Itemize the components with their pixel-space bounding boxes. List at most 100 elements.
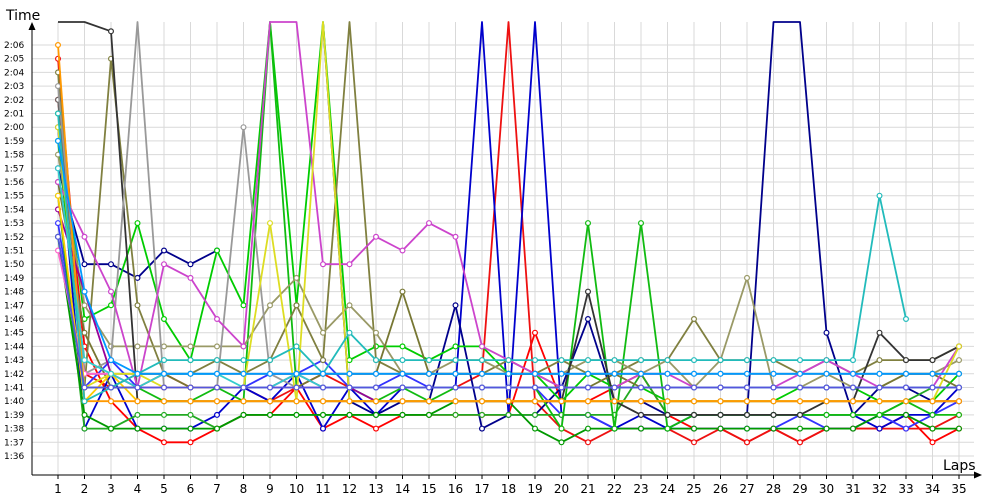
- data-point: [558, 439, 565, 446]
- data-point: [479, 411, 486, 418]
- data-point: [320, 411, 327, 418]
- data-point: [187, 439, 194, 446]
- data-point: [240, 370, 247, 377]
- data-point: [876, 425, 883, 432]
- data-point: [161, 370, 168, 377]
- data-point: [134, 220, 141, 227]
- tick-labels: 1:36 1:37 1:38 1:39 1:40 1:41 1:42 1:43 1:44 1:45…: [4, 41, 967, 496]
- y-tick-label: 1:53: [4, 219, 24, 229]
- data-point: [690, 398, 697, 405]
- data-point: [664, 398, 671, 405]
- data-point: [584, 288, 591, 295]
- x-tick-label: 15: [421, 482, 436, 496]
- data-point: [611, 398, 618, 405]
- data-point: [531, 357, 538, 364]
- data-point: [187, 343, 194, 350]
- data-point: [584, 425, 591, 432]
- data-point: [664, 425, 671, 432]
- y-tick-label: 1:49: [4, 274, 24, 284]
- data-point: [240, 398, 247, 405]
- y-tick-label: 1:41: [4, 384, 24, 394]
- data-point: [929, 398, 936, 405]
- data-point: [399, 398, 406, 405]
- data-point: [161, 398, 168, 405]
- x-tick-label: 23: [633, 482, 648, 496]
- data-point: [426, 370, 433, 377]
- data-point: [346, 398, 353, 405]
- x-tick-label: 33: [898, 482, 913, 496]
- y-tick-label: 1:55: [4, 192, 24, 202]
- data-point: [161, 411, 168, 418]
- data-point: [876, 411, 883, 418]
- data-point: [902, 370, 909, 377]
- data-point: [584, 384, 591, 391]
- data-point: [531, 425, 538, 432]
- y-tick-label: 1:46: [4, 315, 24, 325]
- data-point: [373, 329, 380, 336]
- data-point: [320, 425, 327, 432]
- data-point: [531, 411, 538, 418]
- data-point: [373, 233, 380, 240]
- data-point: [320, 357, 327, 364]
- y-tick-label: 1:48: [4, 288, 24, 298]
- data-point: [54, 41, 61, 48]
- data-point: [664, 357, 671, 364]
- data-point: [505, 384, 512, 391]
- data-point: [81, 329, 88, 336]
- y-tick-label: 2:04: [4, 68, 24, 78]
- data-point: [373, 384, 380, 391]
- data-point: [214, 384, 221, 391]
- data-point: [717, 357, 724, 364]
- data-point: [293, 411, 300, 418]
- data-point: [637, 425, 644, 432]
- data-point: [107, 288, 114, 295]
- data-point: [796, 398, 803, 405]
- y-tick-label: 1:50: [4, 260, 24, 270]
- y-tick-label: 2:05: [4, 55, 24, 65]
- x-tick-label: 32: [872, 482, 887, 496]
- y-tick-label: 1:52: [4, 233, 24, 243]
- data-point: [743, 370, 750, 377]
- data-point: [373, 370, 380, 377]
- data-point: [452, 233, 459, 240]
- data-point: [770, 370, 777, 377]
- data-point: [293, 343, 300, 350]
- data-point: [690, 357, 697, 364]
- data-point: [584, 411, 591, 418]
- data-point: [823, 425, 830, 432]
- data-point: [320, 261, 327, 268]
- y-tick-label: 1:56: [4, 178, 24, 188]
- data-point: [426, 357, 433, 364]
- data-point: [929, 370, 936, 377]
- data-point: [134, 302, 141, 309]
- data-point: [479, 370, 486, 377]
- data-point: [293, 398, 300, 405]
- data-point: [187, 261, 194, 268]
- data-point: [690, 316, 697, 323]
- data-point: [955, 370, 962, 377]
- data-point: [796, 425, 803, 432]
- data-point: [743, 439, 750, 446]
- data-point: [187, 425, 194, 432]
- data-point: [479, 384, 486, 391]
- data-point: [452, 384, 459, 391]
- data-point: [717, 411, 724, 418]
- data-point: [399, 411, 406, 418]
- data-point: [293, 302, 300, 309]
- y-tick-label: 2:03: [4, 82, 24, 92]
- data-point: [81, 384, 88, 391]
- data-point: [584, 398, 591, 405]
- data-point: [770, 384, 777, 391]
- data-point: [823, 411, 830, 418]
- data-point: [107, 425, 114, 432]
- x-axis-label: Laps: [943, 458, 976, 474]
- data-point: [876, 329, 883, 336]
- data-point: [187, 274, 194, 281]
- data-point: [690, 439, 697, 446]
- data-point: [373, 357, 380, 364]
- data-point: [637, 411, 644, 418]
- data-point: [267, 302, 274, 309]
- x-tick-label: 6: [187, 482, 195, 496]
- data-point: [664, 384, 671, 391]
- data-point: [426, 398, 433, 405]
